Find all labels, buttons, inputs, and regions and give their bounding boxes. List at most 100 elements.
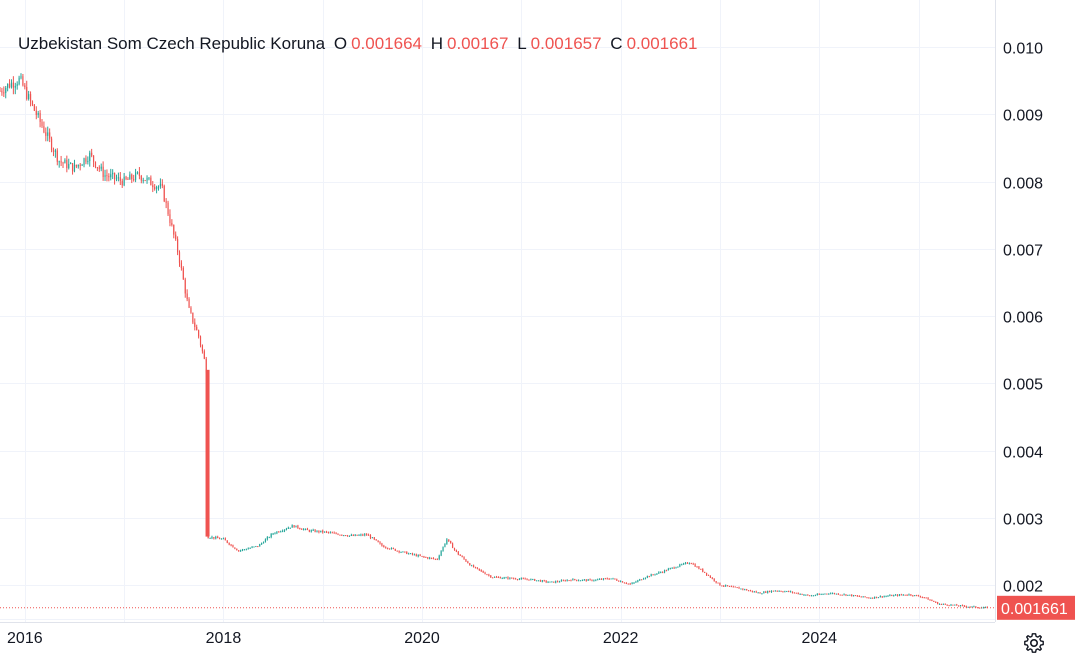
candle	[841, 594, 843, 596]
candle-body	[749, 590, 752, 592]
candle-body	[522, 578, 524, 580]
candle	[28, 90, 30, 101]
candle	[388, 548, 391, 550]
candle-body	[272, 533, 274, 535]
candle	[73, 159, 76, 173]
candle-body	[753, 591, 755, 593]
candle-body	[948, 605, 950, 607]
candle	[211, 535, 213, 540]
candle	[70, 162, 72, 165]
candle-body	[589, 579, 591, 581]
candle	[492, 577, 494, 579]
candle	[131, 173, 133, 184]
candle-body	[31, 101, 34, 105]
candle	[79, 162, 81, 171]
candle-body	[157, 186, 160, 188]
candle-body	[224, 538, 226, 541]
candle	[925, 597, 927, 599]
candle	[641, 579, 643, 581]
candle	[579, 580, 582, 582]
candle-body	[194, 322, 196, 327]
candle-body	[325, 531, 328, 533]
candle	[549, 581, 551, 583]
candle-body	[262, 542, 265, 544]
candle-body	[528, 579, 530, 581]
candle	[700, 568, 702, 570]
candle-body	[963, 605, 965, 607]
candle	[64, 158, 66, 164]
candle-body	[377, 540, 379, 543]
candle-body	[312, 529, 314, 531]
candle-body	[75, 164, 77, 167]
candle	[60, 155, 62, 167]
candle	[576, 579, 578, 582]
candle-body	[780, 590, 782, 592]
candle-body	[621, 581, 624, 583]
candle-body	[625, 582, 627, 584]
candle	[612, 577, 614, 580]
price-tick-label: 0.004	[1003, 445, 1043, 462]
price-axis[interactable]: 0.002 0.003 0.004 0.005 0.006 0.007 0.008 0.009…	[1003, 41, 1043, 596]
candle	[320, 530, 322, 533]
candle	[696, 565, 698, 568]
candle-body	[236, 548, 238, 551]
candle-body	[652, 574, 654, 576]
candle-body	[633, 582, 635, 584]
candle-body	[293, 525, 295, 528]
candle	[658, 571, 660, 575]
candle	[616, 578, 618, 581]
candle-body	[198, 330, 200, 337]
candle-body	[856, 595, 859, 597]
candle	[360, 533, 362, 537]
candle-body	[24, 85, 26, 88]
candle	[610, 578, 612, 580]
candle	[646, 575, 648, 579]
time-axis[interactable]: 2016 2018 2020 2022 2024	[7, 630, 837, 647]
candle-body	[820, 594, 822, 596]
candle-body	[247, 548, 249, 550]
candle	[736, 587, 738, 589]
candle	[245, 548, 247, 551]
candle-body	[679, 564, 681, 567]
candle	[442, 546, 444, 552]
candle	[583, 579, 585, 581]
candle	[396, 550, 398, 552]
candle	[450, 540, 452, 544]
candle	[895, 593, 897, 596]
candle-body	[8, 83, 11, 88]
candle-body	[919, 596, 922, 598]
candle	[272, 532, 274, 536]
candle-body	[877, 597, 880, 599]
candle	[371, 536, 373, 539]
candle-body	[982, 607, 985, 609]
candle-body	[696, 566, 698, 568]
candle-body	[144, 180, 146, 182]
chart-legend: Uzbekistan Som Czech Republic Koruna O 0.…	[18, 34, 697, 54]
candle-body	[196, 326, 198, 331]
candle-body	[228, 542, 230, 545]
candle-body	[524, 578, 526, 580]
candle-body	[471, 565, 473, 567]
candle	[178, 250, 181, 267]
candle	[45, 127, 47, 142]
candle	[516, 578, 519, 581]
candle-body	[402, 551, 404, 553]
candle-body	[465, 559, 467, 562]
candle	[973, 605, 975, 608]
gear-icon[interactable]	[1022, 631, 1046, 655]
candle-body	[891, 595, 893, 597]
candle-body	[110, 174, 112, 178]
candle-body	[736, 587, 738, 589]
candle	[969, 606, 971, 608]
candle-body	[12, 82, 14, 88]
time-tick-label: 2016	[7, 630, 43, 647]
candle-body	[115, 178, 118, 180]
candle	[684, 561, 687, 565]
candle-body	[448, 539, 450, 541]
candle	[68, 158, 70, 170]
candle-body	[667, 568, 669, 571]
candle	[520, 577, 522, 580]
candle-body	[348, 535, 351, 537]
